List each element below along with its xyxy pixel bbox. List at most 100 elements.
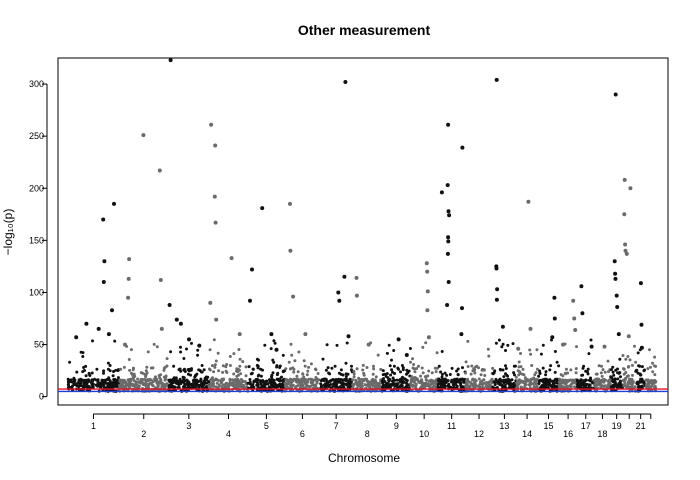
- snp-point: [179, 382, 183, 386]
- snp-point: [158, 376, 162, 380]
- snp-point: [158, 380, 162, 384]
- snp-point: [339, 368, 343, 372]
- snp-point: [316, 372, 320, 375]
- snp-point: [648, 348, 651, 352]
- snp-point: [401, 379, 405, 383]
- snp-point: [301, 372, 305, 376]
- snp-point: [639, 373, 642, 377]
- snp-point: [225, 363, 229, 366]
- snp-point: [466, 385, 470, 389]
- snp-point: [600, 374, 604, 378]
- snp-point: [146, 350, 150, 354]
- significant-point: [127, 257, 132, 262]
- significant-point: [613, 276, 618, 281]
- snp-point: [203, 376, 207, 380]
- snp-point: [291, 383, 295, 387]
- significant-point: [580, 311, 585, 316]
- snp-point: [453, 378, 457, 382]
- snp-point: [459, 378, 462, 382]
- snp-point: [381, 369, 385, 373]
- snp-point: [178, 367, 182, 371]
- snp-point: [232, 372, 236, 376]
- x-tick-label: 3: [186, 421, 191, 431]
- snp-point: [68, 360, 72, 364]
- snp-point: [255, 363, 259, 367]
- snp-point: [261, 368, 264, 372]
- snp-point: [530, 364, 534, 367]
- significant-point: [354, 293, 359, 298]
- snp-point: [152, 342, 156, 346]
- snp-point: [209, 378, 213, 382]
- snp-point: [618, 357, 622, 361]
- snp-point: [224, 365, 228, 369]
- snp-point: [90, 371, 94, 375]
- snp-point: [517, 378, 521, 382]
- snp-point: [506, 343, 510, 347]
- snp-point: [635, 368, 639, 372]
- snp-point: [333, 364, 337, 368]
- snp-point: [413, 370, 417, 374]
- snp-point: [631, 373, 634, 377]
- significant-point: [84, 321, 89, 326]
- snp-point: [557, 380, 561, 384]
- snp-point: [512, 371, 516, 375]
- significant-point: [500, 324, 505, 329]
- snp-point: [612, 373, 616, 377]
- snp-point: [255, 357, 259, 361]
- snp-point: [177, 386, 181, 389]
- snp-point: [399, 370, 402, 374]
- snp-point: [533, 380, 537, 384]
- snp-point: [595, 372, 599, 376]
- snp-point: [351, 378, 355, 382]
- snp-point: [636, 380, 639, 384]
- snp-point: [477, 377, 481, 381]
- snp-point: [321, 357, 325, 361]
- snp-point: [535, 348, 539, 352]
- snp-point: [512, 364, 516, 368]
- snp-point: [72, 381, 76, 385]
- snp-point: [434, 370, 438, 374]
- snp-point: [169, 350, 173, 354]
- snp-point: [363, 383, 367, 387]
- significant-point: [237, 332, 242, 337]
- snp-point: [256, 383, 260, 387]
- snp-point: [508, 385, 512, 389]
- snp-point: [426, 374, 430, 378]
- snp-point: [586, 372, 590, 376]
- snp-point: [566, 371, 570, 375]
- snp-point: [534, 371, 538, 375]
- plot-frame: [57, 57, 669, 406]
- snp-point: [352, 375, 356, 379]
- snp-point: [544, 373, 548, 377]
- snp-point: [139, 381, 143, 385]
- snp-point: [641, 379, 645, 383]
- snp-point: [614, 384, 618, 388]
- snp-point: [83, 369, 86, 372]
- significant-point: [446, 280, 451, 284]
- snp-point: [500, 345, 504, 349]
- snp-point: [129, 378, 133, 382]
- snp-point: [315, 377, 319, 381]
- significant-point: [303, 332, 308, 337]
- snp-point: [137, 384, 141, 388]
- snp-point: [405, 368, 409, 372]
- significant-point: [445, 303, 450, 307]
- snp-point: [163, 378, 167, 382]
- snp-point: [307, 365, 311, 369]
- snp-point: [200, 384, 204, 388]
- snp-point: [456, 373, 460, 377]
- snp-point: [651, 370, 655, 374]
- significant-point: [494, 297, 499, 302]
- snp-point: [96, 384, 99, 388]
- snp-point: [412, 363, 416, 366]
- significant-point: [626, 334, 631, 339]
- snp-point: [85, 383, 88, 387]
- snp-point: [622, 372, 626, 376]
- snp-point: [573, 381, 576, 385]
- snp-point: [71, 384, 74, 388]
- significant-point: [579, 284, 584, 289]
- snp-point: [248, 380, 252, 384]
- snp-point: [230, 383, 234, 387]
